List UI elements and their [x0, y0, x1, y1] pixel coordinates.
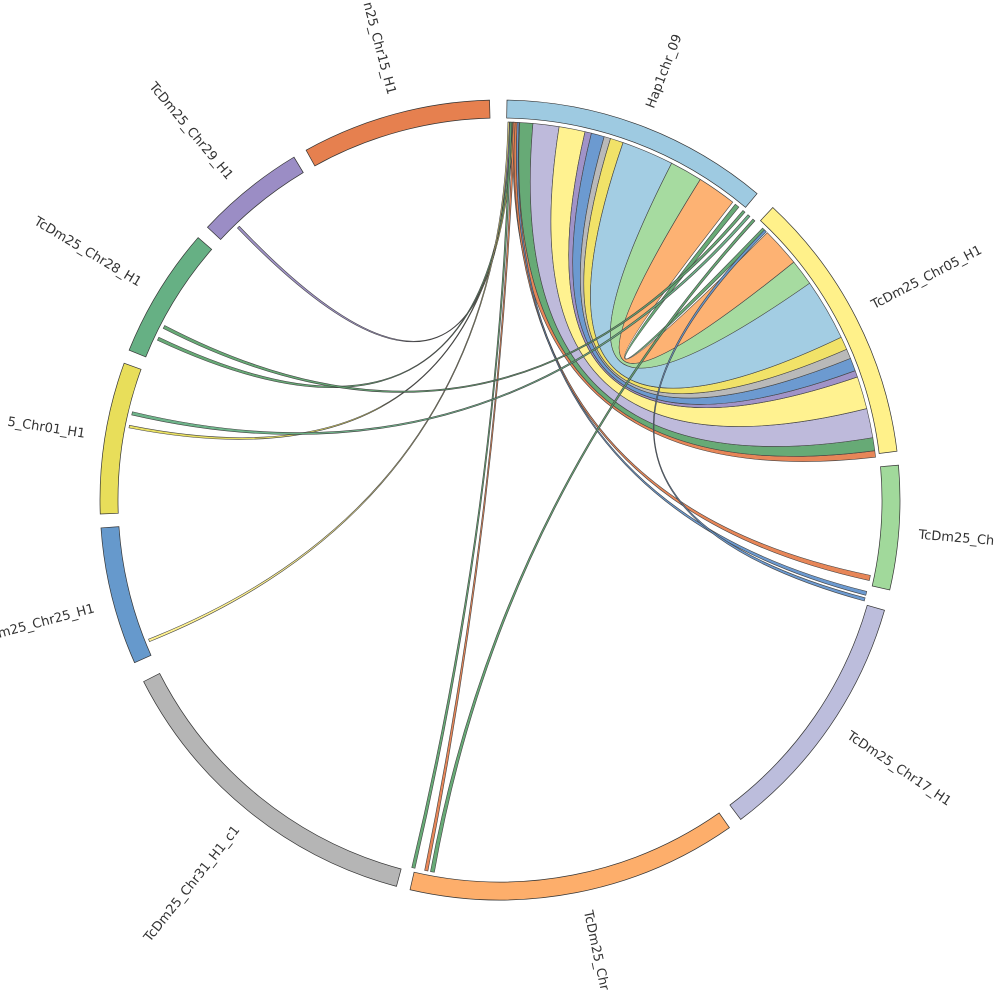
- ribbon: [128, 121, 515, 440]
- node-arc: [305, 99, 491, 167]
- node-label: TcDm25_Ch: [917, 528, 995, 549]
- node-arc: [506, 99, 758, 208]
- arcs: [99, 99, 901, 901]
- ribbon: [424, 121, 516, 872]
- ribbon: [131, 214, 751, 435]
- node-arc: [100, 526, 152, 664]
- ribbon: [430, 218, 756, 873]
- ribbon: [652, 229, 866, 602]
- ribbon: [516, 122, 868, 596]
- ribbon: [411, 121, 513, 869]
- ribbon: [162, 210, 746, 393]
- node-arc: [871, 464, 901, 591]
- ribbons: [128, 121, 876, 873]
- node-arc: [128, 237, 213, 358]
- node-arc: [729, 604, 885, 820]
- node-arc: [99, 362, 142, 515]
- node-arc: [409, 812, 730, 901]
- ribbon: [148, 121, 510, 642]
- node-arc: [206, 156, 304, 240]
- node-arc: [760, 206, 898, 454]
- ribbon: [624, 203, 766, 360]
- ribbon: [618, 179, 795, 364]
- node-arc: [143, 672, 402, 887]
